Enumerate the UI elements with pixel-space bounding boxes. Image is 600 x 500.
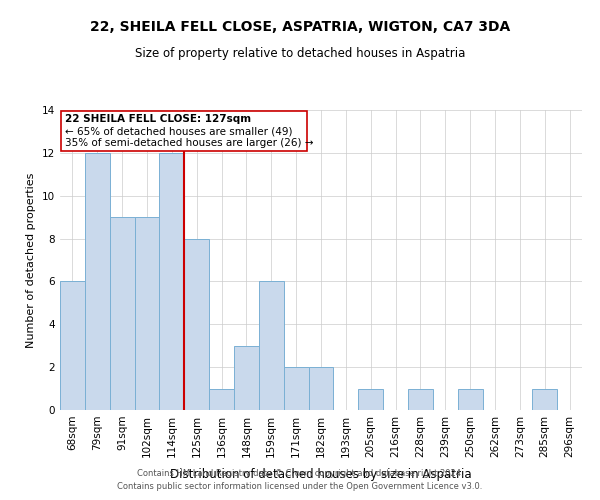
Bar: [458, 388, 482, 410]
Text: Contains HM Land Registry data © Crown copyright and database right 2024.: Contains HM Land Registry data © Crown c…: [137, 468, 463, 477]
Bar: [234, 346, 259, 410]
Text: 22 SHEILA FELL CLOSE: 127sqm: 22 SHEILA FELL CLOSE: 127sqm: [65, 114, 251, 124]
Text: Contains public sector information licensed under the Open Government Licence v3: Contains public sector information licen…: [118, 482, 482, 491]
Bar: [532, 388, 557, 410]
Text: 35% of semi-detached houses are larger (26) →: 35% of semi-detached houses are larger (…: [65, 138, 313, 148]
Bar: [60, 282, 85, 410]
Text: ← 65% of detached houses are smaller (49): ← 65% of detached houses are smaller (49…: [65, 126, 292, 136]
X-axis label: Distribution of detached houses by size in Aspatria: Distribution of detached houses by size …: [170, 468, 472, 481]
Bar: [160, 153, 184, 410]
Y-axis label: Number of detached properties: Number of detached properties: [26, 172, 37, 348]
Bar: [259, 282, 284, 410]
Bar: [134, 217, 160, 410]
Bar: [184, 238, 209, 410]
Bar: [358, 388, 383, 410]
Bar: [408, 388, 433, 410]
Text: 22, SHEILA FELL CLOSE, ASPATRIA, WIGTON, CA7 3DA: 22, SHEILA FELL CLOSE, ASPATRIA, WIGTON,…: [90, 20, 510, 34]
Bar: [209, 388, 234, 410]
Bar: [85, 153, 110, 410]
FancyBboxPatch shape: [61, 111, 307, 150]
Text: Size of property relative to detached houses in Aspatria: Size of property relative to detached ho…: [135, 48, 465, 60]
Bar: [110, 217, 134, 410]
Bar: [308, 367, 334, 410]
Bar: [284, 367, 308, 410]
